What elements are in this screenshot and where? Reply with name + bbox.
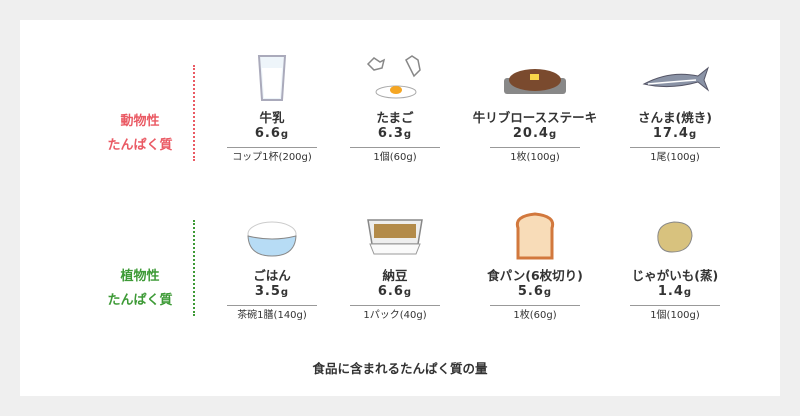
- divider-dotted: [193, 65, 195, 161]
- food-item: 納豆 6.6g 1パック(40g): [325, 210, 465, 325]
- value-number: 6.6: [254, 126, 281, 141]
- food-name: たまご: [376, 110, 414, 125]
- portion-size: 1個(100g): [630, 305, 720, 325]
- caption: 食品に含まれるたんぱく質の量: [312, 361, 488, 376]
- food-name: さんま(焼き): [638, 110, 712, 125]
- protein-value: 6.6g: [325, 284, 465, 301]
- protein-value: 1.4g: [605, 284, 745, 301]
- egg-icon: [366, 55, 421, 99]
- value-unit: g: [688, 129, 698, 140]
- portion-size: 1尾(100g): [630, 147, 720, 167]
- food-name: 食パン(6枚切り): [487, 268, 583, 283]
- protein-value: 20.4g: [465, 126, 605, 143]
- bread-icon: [515, 212, 555, 260]
- label-line: 動物性: [120, 114, 160, 129]
- value-number: 20.4: [512, 126, 549, 141]
- divider-dotted: [193, 220, 195, 316]
- food-item: 牛乳 6.6g コップ1杯(200g): [202, 52, 342, 167]
- plant-protein-label: 植物性 たんぱく質: [80, 265, 200, 313]
- value-number: 6.3: [377, 126, 404, 141]
- food-item: じゃがいも(蒸) 1.4g 1個(100g): [605, 210, 745, 325]
- value-unit: g: [280, 287, 290, 298]
- protein-value: 6.6g: [202, 126, 342, 143]
- protein-value: 5.6g: [465, 284, 605, 301]
- protein-card: 動物性 たんぱく質 植物性 たんぱく質 牛乳 6.6g コップ1杯(200g) たま…: [20, 20, 780, 396]
- food-name: じゃがいも(蒸): [631, 268, 719, 283]
- protein-value: 17.4g: [605, 126, 745, 143]
- steak-icon: [504, 69, 566, 94]
- portion-size: コップ1杯(200g): [227, 147, 317, 167]
- animal-protein-label: 動物性 たんぱく質: [80, 110, 200, 158]
- label-line: たんぱく質: [107, 293, 173, 308]
- portion-size: 1枚(100g): [490, 147, 580, 167]
- saury-fish-icon: [642, 66, 710, 92]
- value-number: 17.4: [652, 126, 689, 141]
- food-item: ごはん 3.5g 茶碗1膳(140g): [202, 210, 342, 325]
- protein-value: 3.5g: [202, 284, 342, 301]
- value-number: 5.6: [517, 284, 544, 299]
- value-unit: g: [403, 287, 413, 298]
- value-unit: g: [548, 129, 558, 140]
- protein-value: 6.3g: [325, 126, 465, 143]
- food-item: 牛リブロースステーキ 20.4g 1枚(100g): [465, 52, 605, 167]
- portion-size: 1パック(40g): [350, 305, 440, 325]
- value-unit: g: [543, 287, 553, 298]
- portion-size: 1枚(60g): [490, 305, 580, 325]
- potato-icon: [657, 221, 693, 253]
- food-name: 牛リブロースステーキ: [472, 110, 598, 125]
- portion-size: 茶碗1膳(140g): [227, 305, 317, 325]
- natto-icon: [367, 219, 423, 255]
- food-item: 食パン(6枚切り) 5.6g 1枚(60g): [465, 210, 605, 325]
- rice-bowl-icon: [247, 221, 297, 257]
- milk-glass-icon: [257, 55, 287, 101]
- value-unit: g: [683, 287, 693, 298]
- label-line: たんぱく質: [107, 138, 173, 153]
- portion-size: 1個(60g): [350, 147, 440, 167]
- value-unit: g: [403, 129, 413, 140]
- food-name: 牛乳: [259, 110, 285, 125]
- food-item: たまご 6.3g 1個(60g): [325, 52, 465, 167]
- value-unit: g: [280, 129, 290, 140]
- label-line: 植物性: [120, 269, 160, 284]
- food-item: さんま(焼き) 17.4g 1尾(100g): [605, 52, 745, 167]
- value-number: 3.5: [254, 284, 281, 299]
- food-name: ごはん: [253, 268, 291, 283]
- value-number: 1.4: [657, 284, 684, 299]
- food-name: 納豆: [382, 268, 408, 283]
- value-number: 6.6: [377, 284, 404, 299]
